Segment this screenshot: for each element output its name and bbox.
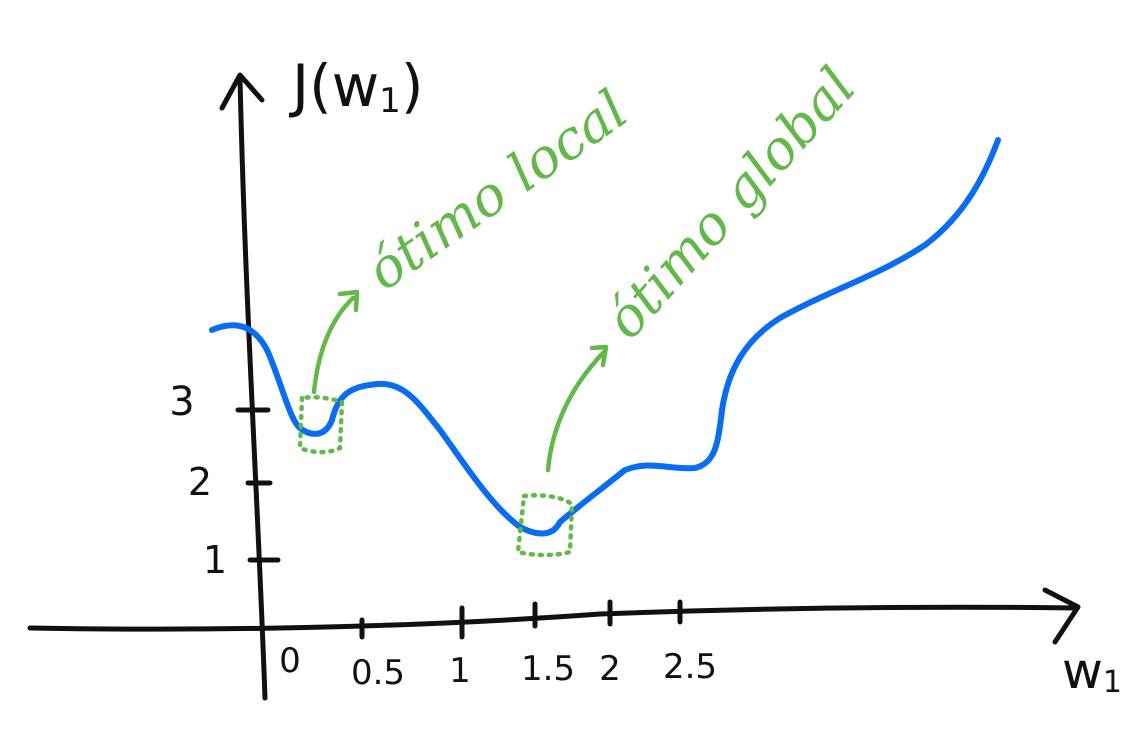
local-optimum-marker: ótimo local [297, 78, 639, 455]
x-tick-label-2: 2 [599, 649, 621, 689]
x-axis-line [27, 604, 1078, 632]
x-axis-arrowhead [1042, 587, 1081, 645]
y-axis-line [237, 75, 268, 701]
local-optimum-arrow [311, 295, 356, 395]
local-optimum-arrowhead [337, 289, 360, 313]
global-optimum-dotted-box [515, 493, 575, 558]
y-axis-label: J(w1) [289, 52, 423, 121]
global-optimum-arrowhead [589, 344, 609, 368]
global-optimum-arrow [545, 349, 607, 473]
x-tick-label-1: 1 [449, 651, 471, 691]
x-axis-label-main: w1 [1062, 642, 1122, 700]
x-tick-label-1.5: 1.5 [521, 649, 575, 689]
y-axis-arrowhead [219, 72, 265, 111]
x-tick-label-0: 0 [279, 641, 301, 681]
x-tick-label-2.5: 2.5 [663, 647, 717, 687]
cost-curve [209, 137, 1001, 537]
y-tick-label-3: 3 [169, 379, 194, 425]
x-tick-label-0.5: 0.5 [351, 653, 405, 693]
x-axis-label: w1 [1062, 642, 1122, 700]
y-axis-label-main: J(w1) [289, 52, 423, 121]
y-tick-label-1: 1 [203, 538, 227, 582]
global-optimum-label: ótimo global [593, 55, 868, 350]
y-tick-label-2: 2 [188, 460, 212, 504]
local-optimum-dotted-box [297, 394, 345, 455]
